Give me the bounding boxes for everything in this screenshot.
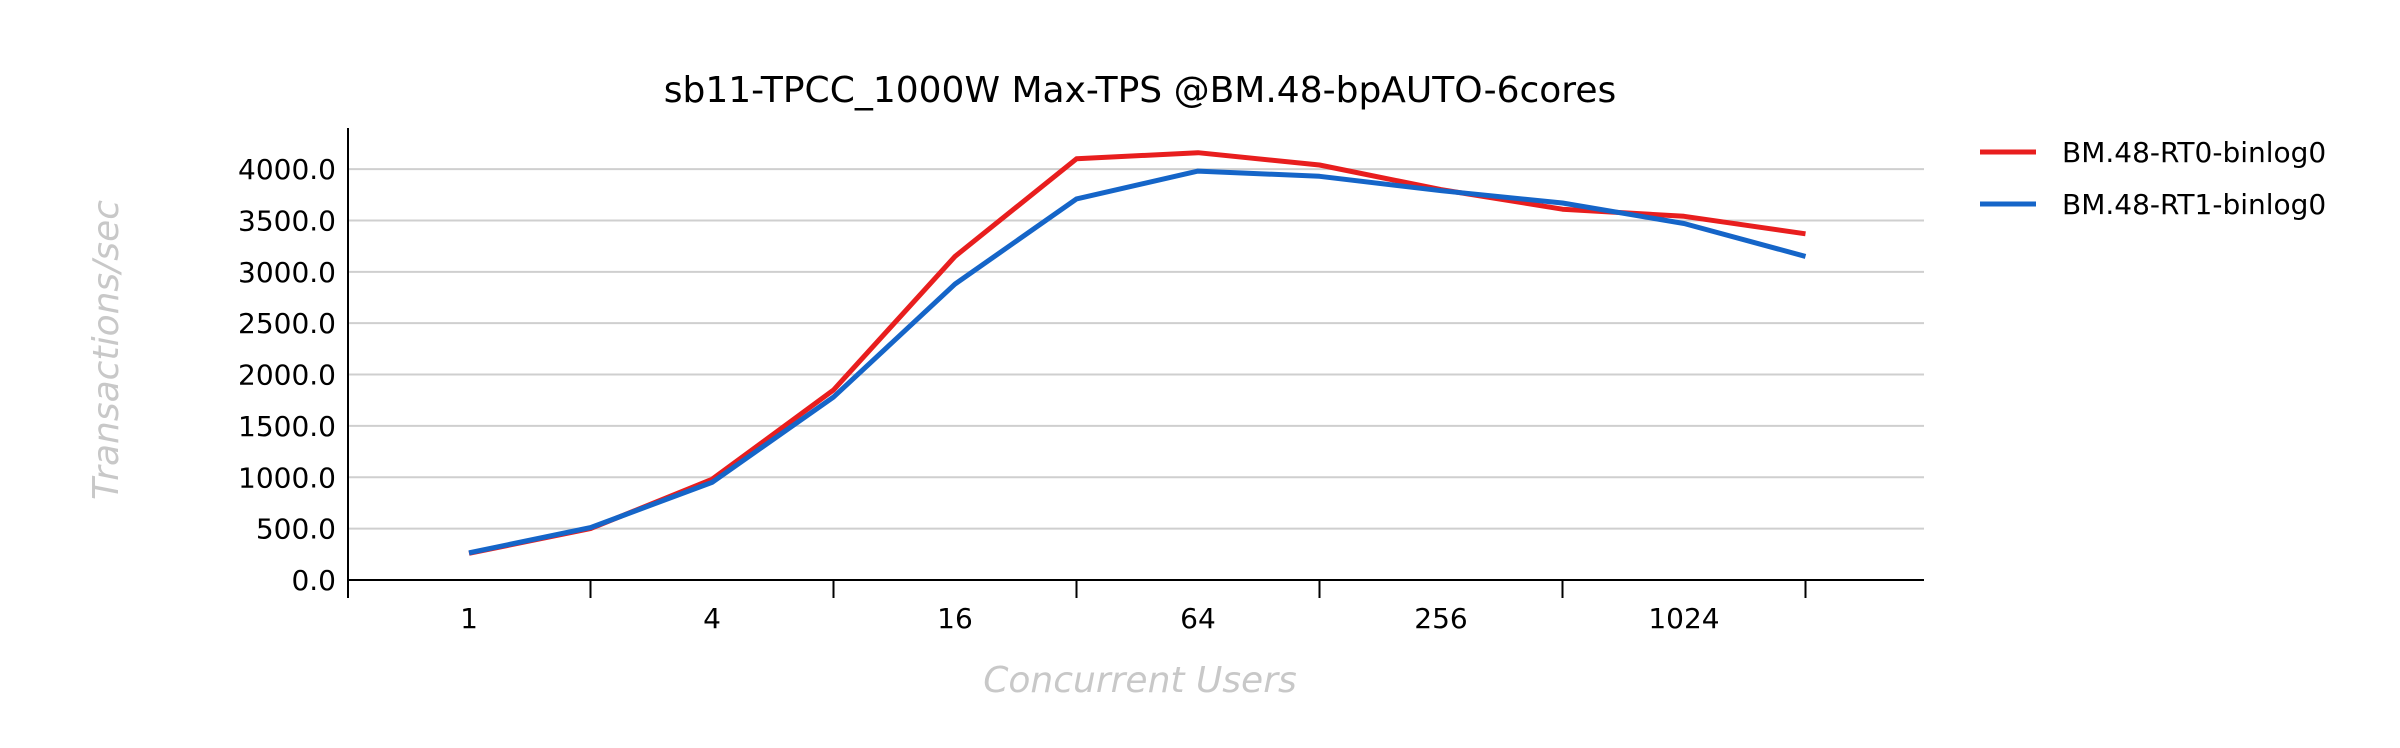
chart-title: sb11-TPCC_1000W Max-TPS @BM.48-bpAUTO-6c… [664,70,1616,111]
grid-lines [348,168,1924,530]
x-tick-label: 64 [1180,602,1216,635]
y-tick-label: 2500.0 [238,307,336,340]
y-tick-label: 3000.0 [238,256,336,289]
tick-labels: 0.0 500.0 1000.0 1500.0 2000.0 2500.0 3000.0 35… [238,153,1720,635]
series-line-2 [468,168,1807,556]
y-tick-label: 4000.0 [238,153,336,186]
y-tick-label: 0.0 [291,564,336,597]
axes [347,128,1924,598]
x-tick-label: 1024 [1648,602,1719,635]
y-tick-label: 3500.0 [238,204,336,237]
x-tick-label: 16 [937,602,973,635]
y-axis-title: Transactions/sec [86,200,127,500]
y-tick-label: 2000.0 [238,359,336,392]
x-tick-label: 1 [460,602,478,635]
legend-label-2: BM.48-RT1-binlog0 [2062,188,2326,221]
y-tick-label: 500.0 [256,513,336,546]
series-lines [468,150,1807,556]
legend: BM.48-RT0-binlog0 BM.48-RT1-binlog0 [1980,136,2326,221]
x-axis-title: Concurrent Users [983,660,1297,701]
y-tick-label: 1500.0 [238,410,336,443]
x-tick-label: 4 [703,602,721,635]
series-line-1 [468,150,1806,556]
legend-label-1: BM.48-RT0-binlog0 [2062,136,2326,169]
y-tick-label: 1000.0 [238,461,336,494]
x-tick-label: 256 [1414,602,1467,635]
